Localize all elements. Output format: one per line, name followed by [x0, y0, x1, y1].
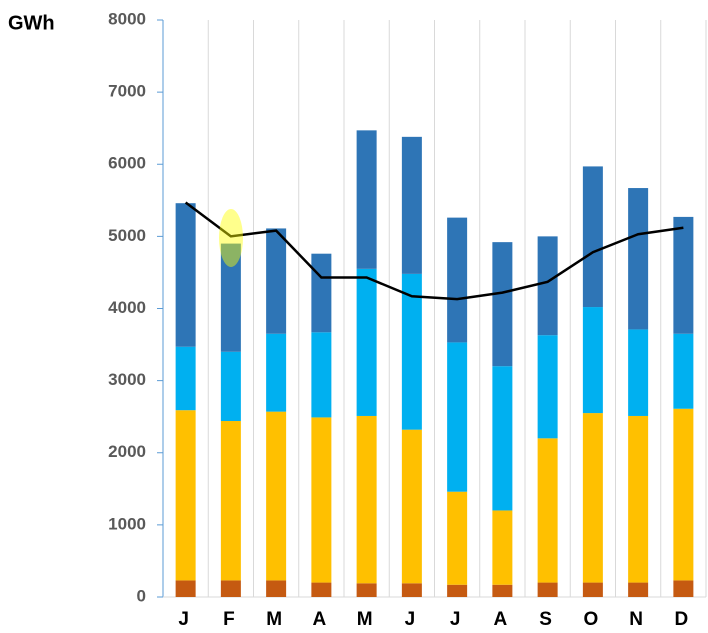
bar-segment [447, 491, 468, 585]
bar-segment [401, 429, 422, 584]
bar-segment [673, 333, 694, 409]
y-tick-label: 6000 [108, 154, 146, 173]
x-tick-label: M [266, 609, 282, 630]
y-tick-label: 3000 [108, 370, 146, 389]
bar-segment [537, 582, 558, 597]
bar-segment [266, 411, 287, 581]
bar-segment [447, 584, 468, 597]
x-tick-label: A [313, 609, 327, 630]
y-tick-label: 8000 [108, 9, 146, 28]
x-tick-label: N [629, 609, 643, 630]
bar-segment [447, 342, 468, 492]
bar-segment [673, 580, 694, 597]
bar-segment [537, 438, 558, 583]
bar-segment [628, 415, 649, 583]
bar-segment [356, 415, 377, 584]
bar-segment [311, 253, 332, 333]
y-tick-label: 5000 [108, 226, 146, 245]
bar-segment [175, 203, 196, 347]
bar-segment [356, 268, 377, 416]
bar-segment [582, 166, 603, 308]
highlight [219, 209, 243, 267]
bar-segment [492, 242, 513, 367]
x-tick-label: O [583, 609, 598, 630]
plot-area: 0 1000 2000 3000 4000 5000 6000 7000 8000 J F M A M J J… [108, 9, 707, 630]
bar-segment [175, 410, 196, 581]
bar-segment [175, 346, 196, 411]
bar-segment [492, 366, 513, 511]
bar-segment [401, 583, 422, 597]
bar-segment [311, 582, 332, 597]
bar-segment [537, 236, 558, 336]
bar-segment [492, 584, 513, 597]
bar-segment [220, 580, 241, 597]
line [184, 201, 684, 301]
bar-segment [582, 413, 603, 583]
bar-segment [582, 307, 603, 414]
bar-segment [220, 243, 241, 352]
x-tick-label: F [223, 609, 235, 630]
bar-segment [401, 136, 422, 274]
bar-segment [673, 216, 694, 334]
x-tick-label: J [178, 609, 189, 630]
x-tick-label: S [539, 609, 552, 630]
bar-segment [401, 273, 422, 430]
bar-segment [628, 582, 649, 597]
y-axis-label: GWh [8, 12, 55, 34]
bar-segment [175, 580, 196, 597]
y-tick-label: 0 [137, 586, 146, 605]
bar-segment [628, 329, 649, 416]
bar-segment [628, 188, 649, 330]
bar-segment [582, 582, 603, 597]
bar-segment [311, 332, 332, 418]
bar-segment [266, 228, 287, 334]
bar-segment [266, 333, 287, 412]
bar-segment [356, 583, 377, 597]
bar-segment [311, 417, 332, 583]
bar-segment [356, 130, 377, 269]
x-tick-label: J [450, 609, 461, 630]
y-tick-label: 1000 [108, 514, 146, 533]
y-tick-label: 7000 [108, 82, 146, 101]
y-tick-label: 2000 [108, 442, 146, 461]
x-tick-label: J [405, 609, 416, 630]
bar-segment [537, 335, 558, 439]
bar-segment [220, 351, 241, 422]
bar-segment [673, 408, 694, 581]
bar-segment [266, 580, 287, 597]
bar-segment [447, 217, 468, 343]
bar-segment [492, 510, 513, 585]
x-tick-label: M [357, 609, 373, 630]
x-tick-label: A [494, 609, 508, 630]
y-tick-label: 4000 [108, 298, 146, 317]
bar-segment [220, 421, 241, 581]
x-tick-label: D [675, 609, 689, 630]
